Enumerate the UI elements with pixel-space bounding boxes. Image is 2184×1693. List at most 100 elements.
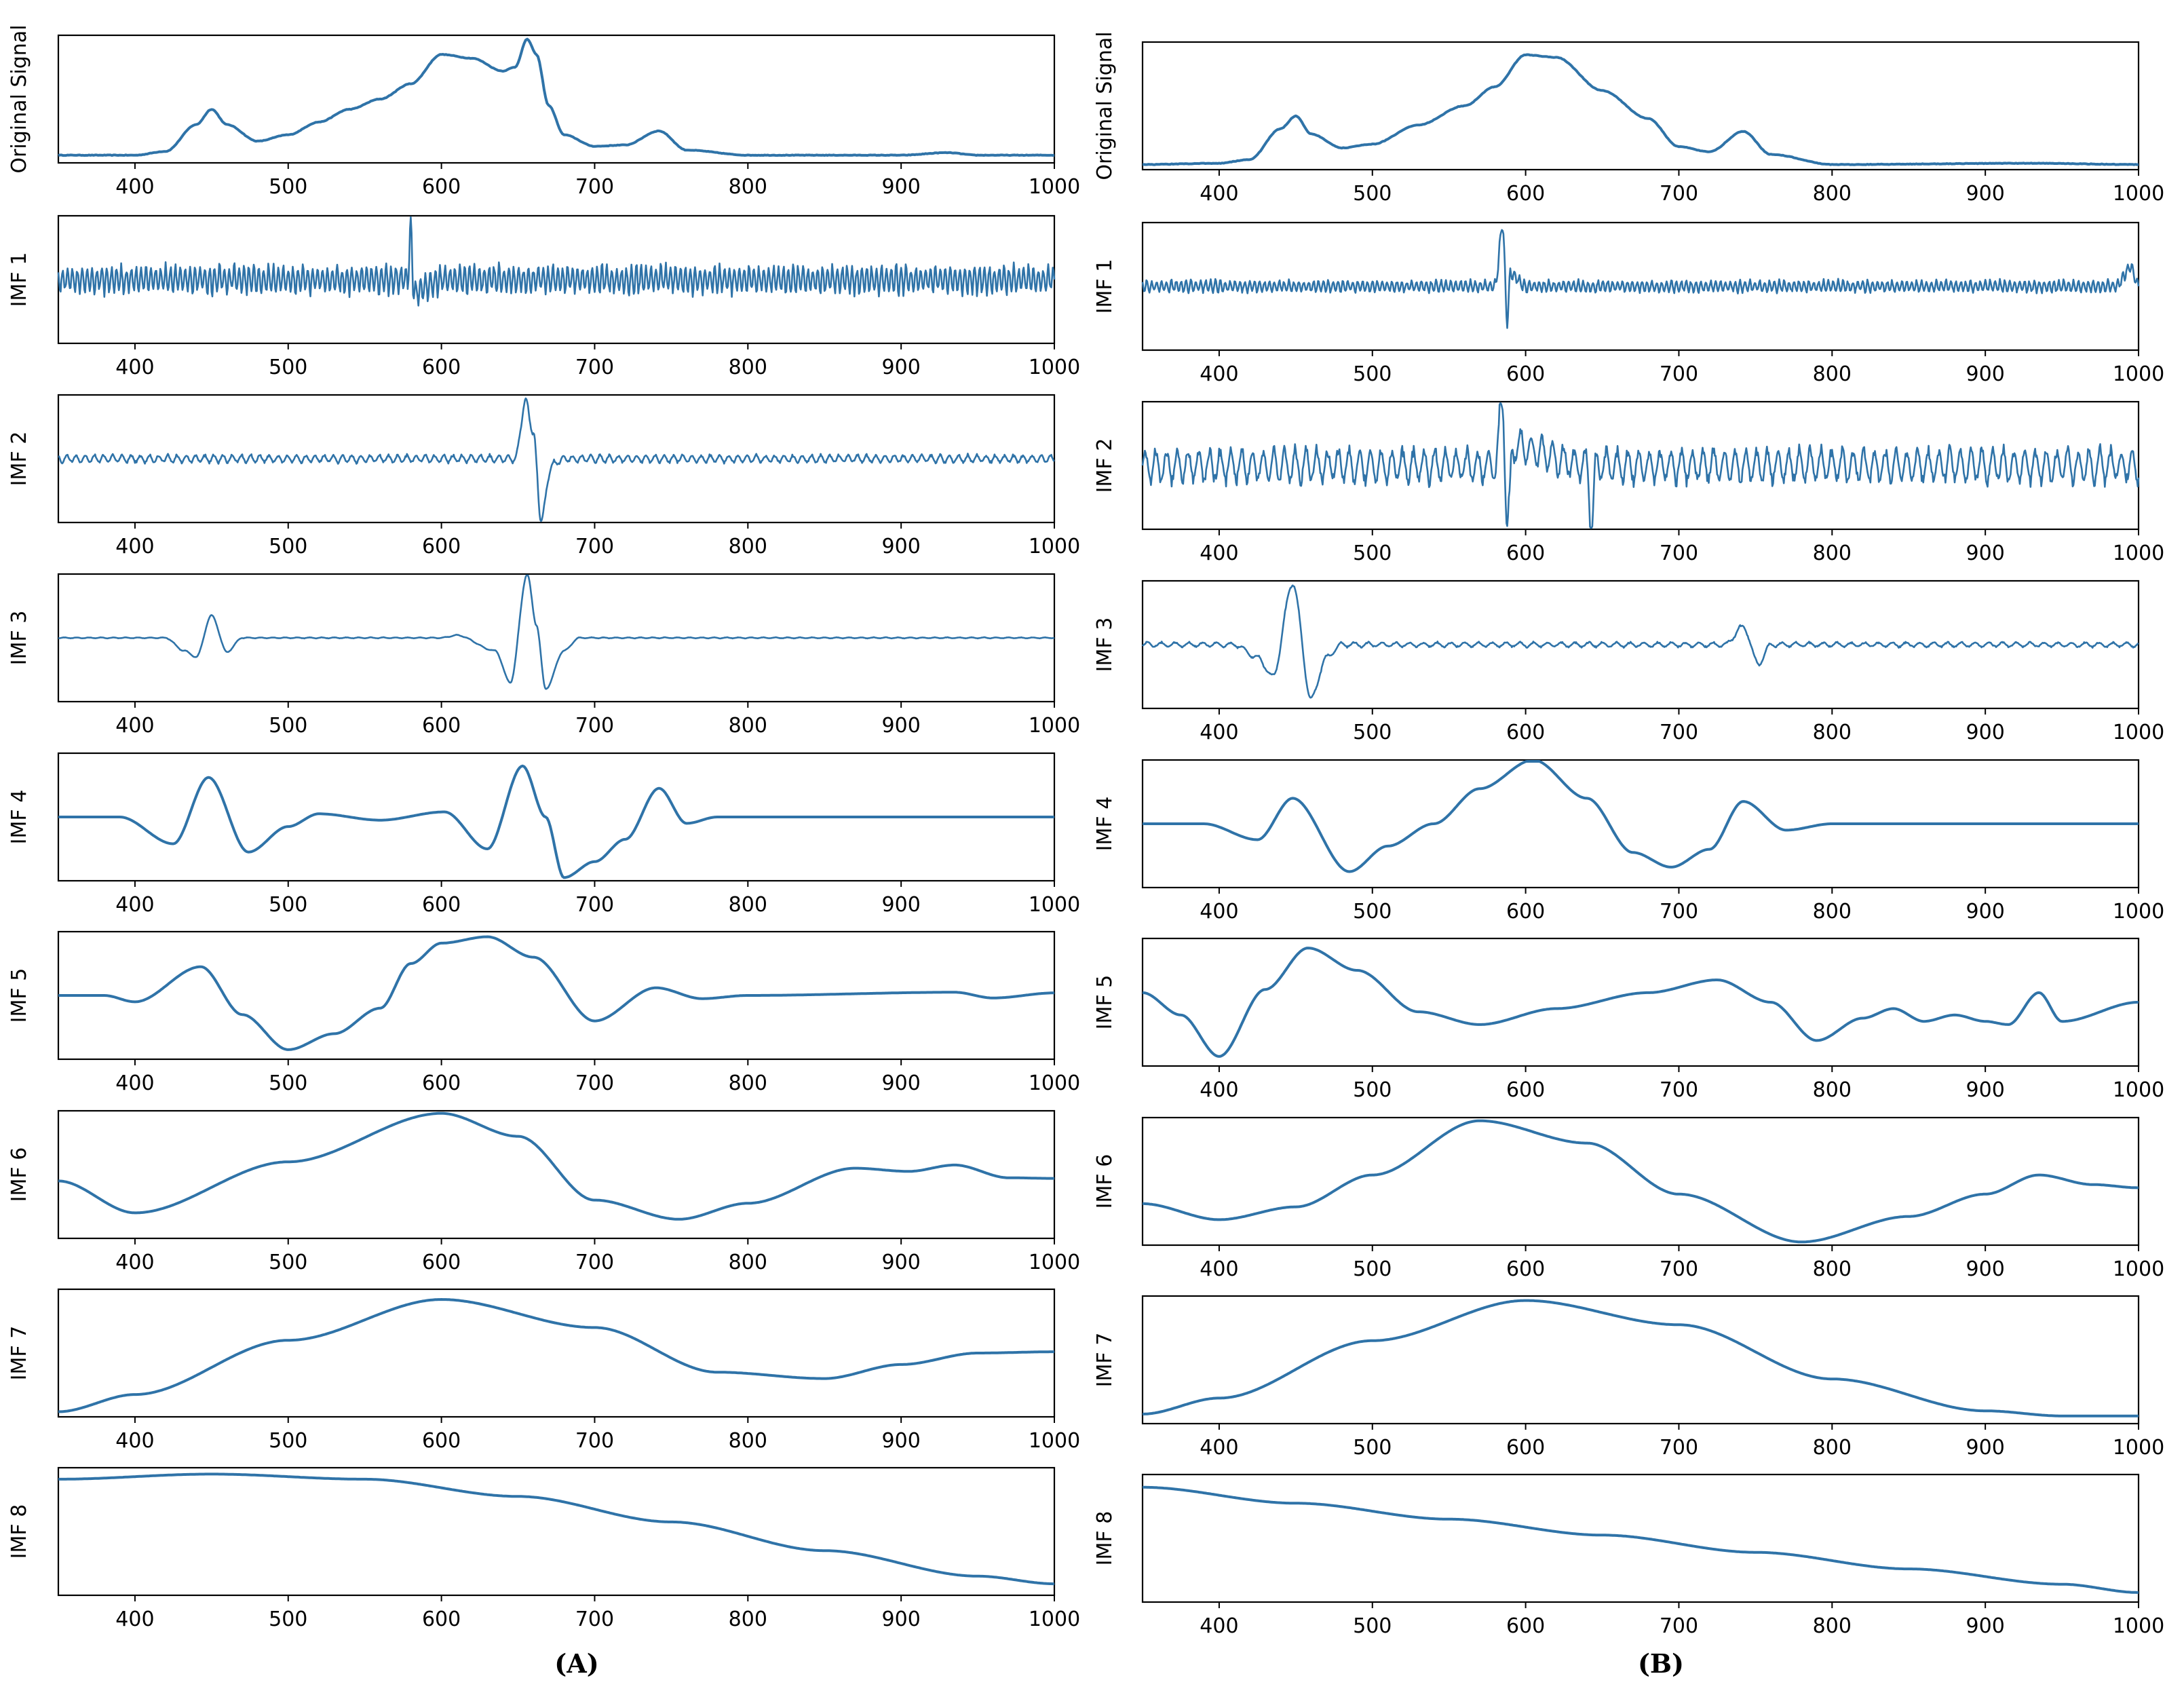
- signal-line: [1143, 1485, 2139, 1594]
- x-tick-label: 900: [882, 1429, 921, 1453]
- panel-imf3_B: IMF 3 400 500 600 700 800 900 1000: [1093, 579, 2164, 744]
- x-tick-label: 900: [882, 1071, 921, 1095]
- panel-imf8_B: IMF 8 400 500 600 700 800 900 1000: [1093, 1473, 2164, 1638]
- axes-frame: [1141, 1295, 2140, 1425]
- x-tick-label: 700: [575, 535, 614, 558]
- y-axis-label: IMF 6: [1093, 1154, 1117, 1209]
- x-tick-label: 400: [1200, 900, 1238, 924]
- x-tick-label: 700: [1660, 1078, 1698, 1102]
- x-tick-label: 700: [575, 175, 614, 199]
- x-tick-label: 1000: [2113, 1257, 2164, 1281]
- x-tick-label: 900: [1966, 721, 2005, 744]
- y-axis-label: Original Signal: [7, 24, 31, 173]
- x-tick-label: 500: [1353, 1614, 1392, 1638]
- x-tick-label: 600: [1506, 1614, 1545, 1638]
- x-tick-label: 600: [1506, 721, 1545, 744]
- x-tick-label: 500: [1353, 721, 1392, 744]
- panel-imf8_A: IMF 8 400 500 600 700 800 900 1000: [7, 1466, 1080, 1631]
- panel-imf2_B: IMF 2 400 500 600 700 800 900 1000: [1093, 400, 2164, 565]
- x-tick-label: 900: [882, 893, 921, 917]
- panel-imf5_A: IMF 5 400 500 600 700 800 900 1000: [7, 930, 1080, 1095]
- x-tick-label: 900: [1966, 541, 2005, 565]
- x-tick-label: 800: [1813, 362, 1852, 386]
- x-tick-label: 700: [575, 1071, 614, 1095]
- panel-imf3_A: IMF 3 400 500 600 700 800 900 1000: [7, 573, 1080, 738]
- x-tick-label: 1000: [1029, 1071, 1080, 1095]
- x-tick-label: 600: [422, 535, 461, 558]
- column-a: Original Signal 400 500 600 700 800 900 1000 IMF…: [7, 24, 1080, 1679]
- x-tick-label: 1000: [2113, 1436, 2164, 1460]
- x-tick-label: 800: [1813, 1614, 1852, 1638]
- panel-imf7_A: IMF 7 400 500 600 700 800 900 1000: [7, 1288, 1080, 1453]
- x-tick-label: 400: [115, 1251, 154, 1274]
- signal-line: [58, 1298, 1054, 1413]
- panel-orig_B: Original Signal 400 500 600 700 800 900 1000: [1093, 31, 2164, 206]
- x-tick-label: 900: [882, 1251, 921, 1274]
- x-tick-label: 400: [115, 893, 154, 917]
- axes-frame: [57, 1466, 1056, 1597]
- x-tick-label: 500: [269, 893, 307, 917]
- x-tick-label: 600: [422, 356, 461, 379]
- signal-line: [1143, 53, 2139, 166]
- x-tick-label: 400: [115, 1429, 154, 1453]
- x-tick-label: 600: [422, 714, 461, 738]
- y-axis-label: IMF 8: [1093, 1511, 1117, 1566]
- x-tick-label: 800: [1813, 1436, 1852, 1460]
- x-tick-label: 700: [575, 1429, 614, 1453]
- x-tick-label: 500: [269, 1429, 307, 1453]
- x-tick-label: 400: [115, 1608, 154, 1631]
- column-label: (A): [554, 1648, 598, 1679]
- x-tick-label: 700: [1660, 900, 1698, 924]
- x-tick-label: 500: [269, 1071, 307, 1095]
- x-tick-label: 1000: [1029, 1429, 1080, 1453]
- x-tick-label: 900: [1966, 1078, 2005, 1102]
- signal-line: [1141, 402, 2140, 529]
- x-tick-label: 400: [115, 175, 154, 199]
- x-tick-label: 500: [1353, 1078, 1392, 1102]
- x-tick-label: 600: [1506, 1436, 1545, 1460]
- x-tick-label: 700: [575, 356, 614, 379]
- x-tick-label: 700: [575, 1251, 614, 1274]
- x-tick-label: 700: [1660, 1257, 1698, 1281]
- axes-frame: [1141, 937, 2140, 1067]
- signal-line: [58, 764, 1054, 879]
- x-tick-label: 700: [1660, 1436, 1698, 1460]
- x-tick-label: 400: [1200, 1614, 1238, 1638]
- x-tick-label: 800: [729, 175, 767, 199]
- x-tick-label: 1000: [1029, 356, 1080, 379]
- x-tick-label: 1000: [2113, 721, 2164, 744]
- x-tick-label: 1000: [1029, 1608, 1080, 1631]
- panel-imf1_A: IMF 1 400 500 600 700 800 900 1000: [7, 214, 1080, 379]
- x-tick-label: 500: [1353, 541, 1392, 565]
- x-tick-label: 800: [1813, 1257, 1852, 1281]
- x-tick-label: 800: [729, 1429, 767, 1453]
- x-tick-label: 600: [422, 1251, 461, 1274]
- x-tick-label: 500: [1353, 1257, 1392, 1281]
- y-axis-label: IMF 8: [7, 1504, 31, 1559]
- x-tick-label: 500: [269, 535, 307, 558]
- panel-orig_A: Original Signal 400 500 600 700 800 900 1000: [7, 24, 1080, 199]
- x-tick-label: 900: [1966, 900, 2005, 924]
- x-tick-label: 400: [1200, 1078, 1238, 1102]
- x-tick-label: 1000: [2113, 1078, 2164, 1102]
- x-tick-label: 1000: [1029, 1251, 1080, 1274]
- x-tick-label: 400: [115, 714, 154, 738]
- y-axis-label: IMF 3: [1093, 617, 1117, 672]
- x-tick-label: 500: [269, 356, 307, 379]
- signal-line: [58, 935, 1055, 1051]
- x-tick-label: 400: [1200, 182, 1238, 206]
- panel-imf7_B: IMF 7 400 500 600 700 800 900 1000: [1093, 1295, 2164, 1460]
- x-tick-label: 700: [575, 1608, 614, 1631]
- x-tick-label: 900: [882, 356, 921, 379]
- x-tick-label: 700: [1660, 182, 1698, 206]
- signal-line: [58, 1472, 1054, 1586]
- x-tick-label: 700: [1660, 541, 1698, 565]
- x-tick-label: 800: [1813, 1078, 1852, 1102]
- panel-imf6_A: IMF 6 400 500 600 700 800 900 1000: [7, 1109, 1080, 1274]
- x-tick-label: 700: [1660, 721, 1698, 744]
- x-tick-label: 800: [1813, 721, 1852, 744]
- x-tick-label: 600: [1506, 541, 1545, 565]
- x-tick-label: 500: [1353, 1436, 1392, 1460]
- y-axis-label: IMF 7: [1093, 1333, 1117, 1388]
